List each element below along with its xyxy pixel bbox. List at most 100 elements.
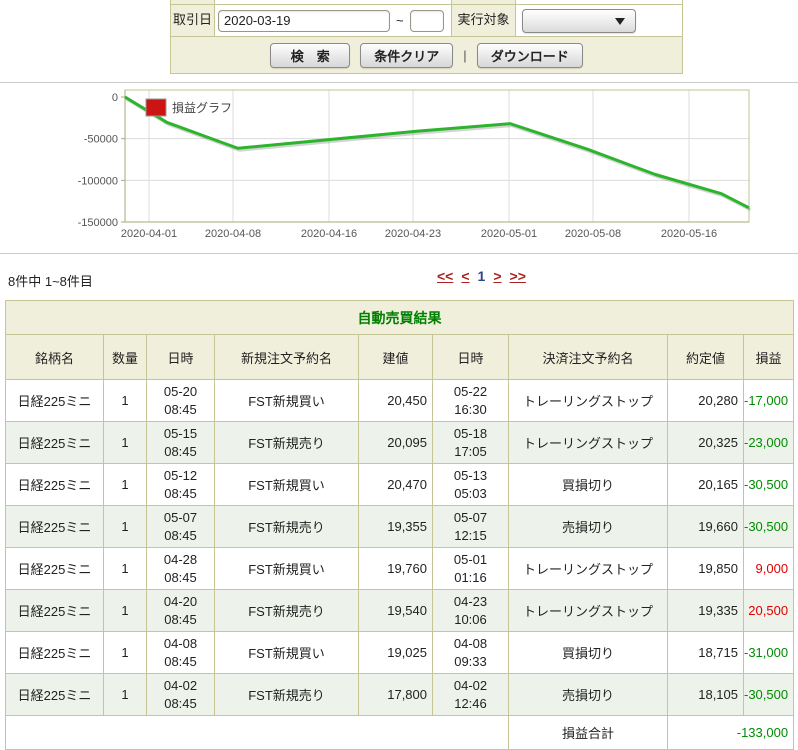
table-row: 日経225ミニ 1 05-07 08:45 FST新規売り 19,355 05-07 12… [5,505,795,548]
table-row: 日経225ミニ 1 05-20 08:45 FST新規買い 20,450 05-22 16… [5,379,795,422]
cell-symbol: 日経225ミニ [5,547,104,590]
cell-qty: 1 [103,379,147,422]
svg-text:2020-05-16: 2020-05-16 [661,228,717,240]
clear-conditions-button[interactable]: 条件クリア [360,42,454,68]
cell-exec-price: 18,105 [667,673,744,716]
legend-swatch [145,98,167,117]
date-to-input[interactable] [409,9,444,32]
cell-symbol: 日経225ミニ [5,673,104,716]
cell-exec-price: 19,335 [667,589,744,632]
table-title-row: 自動売買結果 [4,300,795,335]
cell-open-order: FST新規売り [214,421,359,464]
cell-open-datetime: 04-08 08:45 [146,631,215,674]
table-row: 日経225ミニ 1 04-20 08:45 FST新規売り 19,540 04-23 10… [5,589,795,632]
cell-close-datetime: 04-23 10:06 [432,589,509,632]
form-buttons-row: 検 索 条件クリア | ダウンロード [171,37,682,73]
col-open-price: 建値 [358,334,433,380]
cell-close-order: 売損切り [508,673,668,716]
cell-open-order: FST新規買い [214,547,359,590]
cell-qty: 1 [103,421,147,464]
button-separator: | [463,47,467,63]
cell-exec-price: 20,165 [667,463,744,506]
cell-close-datetime: 05-18 17:05 [432,421,509,464]
cell-close-datetime: 05-13 05:03 [432,463,509,506]
pl-total-label: 損益合計 [508,715,668,750]
cell-close-datetime: 05-22 16:30 [432,379,509,422]
col-open-order: 新規注文予約名 [214,334,359,380]
cell-pl: -30,500 [742,505,795,548]
search-button[interactable]: 検 索 [270,42,351,68]
cell-open-order: FST新規買い [214,631,359,674]
search-form: 取引日 ~ 実行対象 検 索 条件クリア | ダウンロード [170,0,683,74]
cell-close-datetime: 05-01 01:16 [432,547,509,590]
chevron-down-icon [615,17,625,25]
table-footer-row: 損益合計 -133,000 [5,715,795,750]
pl-total-value: -133,000 [666,715,795,750]
cell-symbol: 日経225ミニ [5,379,104,422]
footer-empty-cell [5,715,509,750]
table-row: 日経225ミニ 1 05-15 08:45 FST新規売り 20,095 05-18 17… [5,421,795,464]
cell-close-order: トレーリングストップ [508,547,668,590]
execution-target-label: 実行対象 [452,5,516,36]
cell-open-price: 17,800 [358,673,433,716]
table-row: 日経225ミニ 1 05-12 08:45 FST新規買い 20,470 05-13 05… [5,463,795,506]
cell-qty: 1 [103,547,147,590]
cell-symbol: 日経225ミニ [5,631,104,674]
col-open-datetime: 日時 [146,334,215,380]
cell-qty: 1 [103,505,147,548]
col-exec-price: 約定値 [667,334,744,380]
pagination-current-page: 1 [477,268,486,284]
svg-text:-100000: -100000 [78,175,118,187]
pagination: << < 1 > >> [437,268,526,284]
cell-symbol: 日経225ミニ [5,589,104,632]
cell-close-order: 売損切り [508,505,668,548]
pagination-first-link[interactable]: << [437,268,454,284]
legend-label: 損益グラフ [172,100,232,115]
cell-open-order: FST新規買い [214,463,359,506]
auto-trade-results-table: 自動売買結果 銘柄名 数量 日時 新規注文予約名 建値 日時 決済注文予約名 約… [4,300,795,750]
cell-open-datetime: 05-07 08:45 [146,505,215,548]
date-from-input[interactable] [218,9,390,32]
download-button[interactable]: ダウンロード [476,42,583,68]
col-symbol: 銘柄名 [5,334,104,380]
svg-text:2020-04-08: 2020-04-08 [205,228,261,240]
cell-open-price: 20,095 [358,421,433,464]
cell-pl: -31,000 [742,631,795,674]
cell-open-datetime: 05-12 08:45 [146,463,215,506]
cell-close-order: 買損切り [508,631,668,674]
cell-close-datetime: 05-07 12:15 [432,505,509,548]
cell-exec-price: 20,325 [667,421,744,464]
cell-qty: 1 [103,463,147,506]
pagination-last-link[interactable]: >> [509,268,526,284]
separator-line-bottom [0,253,798,254]
table-title: 自動売買結果 [4,300,795,335]
cell-symbol: 日経225ミニ [5,505,104,548]
cell-qty: 1 [103,631,147,674]
col-qty: 数量 [103,334,147,380]
form-cutoff-row [171,0,682,5]
svg-text:0: 0 [112,92,118,104]
col-close-datetime: 日時 [432,334,509,380]
cell-open-datetime: 04-02 08:45 [146,673,215,716]
svg-text:2020-05-01: 2020-05-01 [481,228,537,240]
svg-text:2020-05-08: 2020-05-08 [565,228,621,240]
cell-open-price: 19,540 [358,589,433,632]
cell-open-order: FST新規売り [214,673,359,716]
cell-close-order: トレーリングストップ [508,421,668,464]
execution-target-select[interactable] [522,8,636,33]
pagination-next-link[interactable]: > [493,268,502,284]
cell-pl: -30,500 [742,463,795,506]
cell-open-price: 20,450 [358,379,433,422]
svg-text:2020-04-01: 2020-04-01 [121,228,177,240]
trade-date-label: 取引日 [171,5,215,36]
cell-qty: 1 [103,589,147,632]
cell-open-price: 19,355 [358,505,433,548]
table-row: 日経225ミニ 1 04-08 08:45 FST新規買い 19,025 04-08 09… [5,631,795,674]
cell-open-price: 19,760 [358,547,433,590]
pagination-prev-link[interactable]: < [461,268,470,284]
date-range-tilde: ~ [396,13,404,28]
results-body: 日経225ミニ 1 05-20 08:45 FST新規買い 20,450 05-22 16… [5,379,795,716]
cell-close-datetime: 04-02 12:46 [432,673,509,716]
